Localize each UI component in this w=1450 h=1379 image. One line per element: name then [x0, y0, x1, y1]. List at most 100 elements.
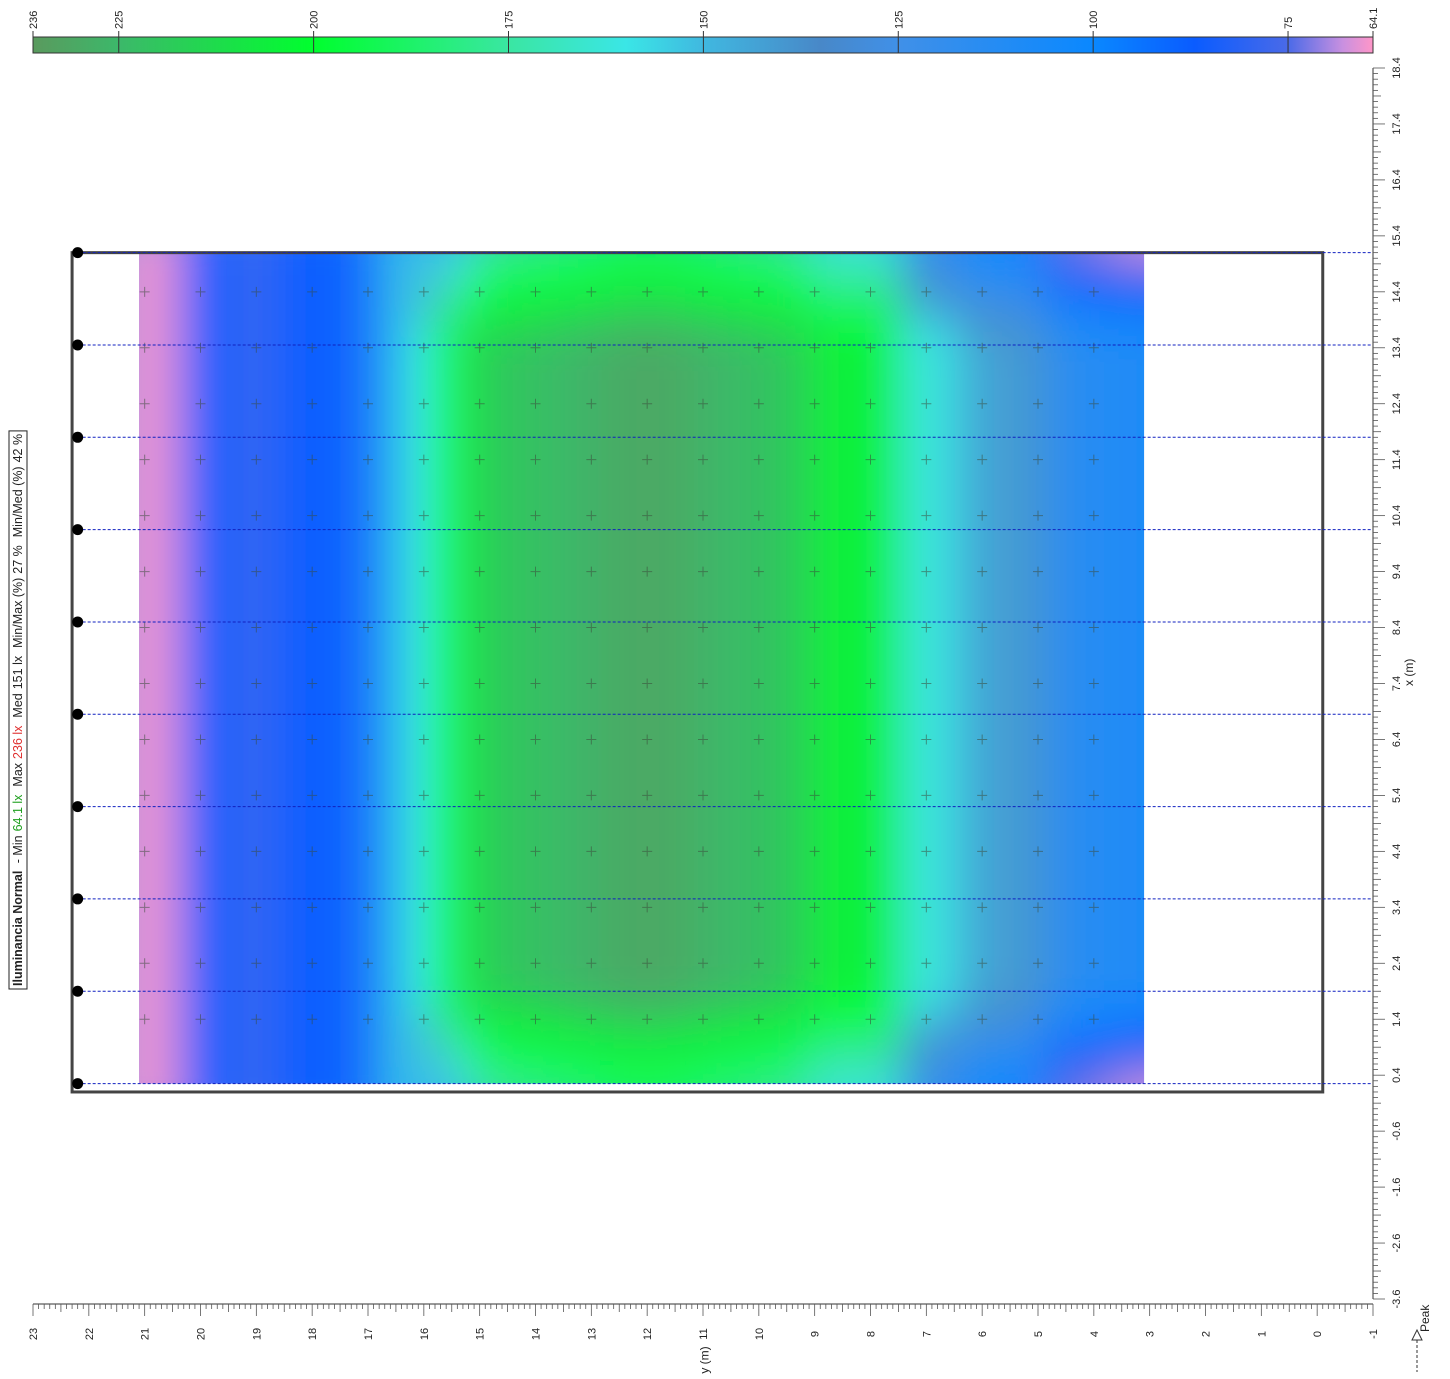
heatmap-cell	[721, 456, 741, 476]
heatmap-cell	[1171, 853, 1190, 872]
heatmap-cell	[451, 1068, 471, 1084]
heatmap-cell	[1009, 1050, 1029, 1070]
heatmap-cell	[955, 438, 975, 458]
heatmap-cell	[1135, 366, 1145, 386]
heatmap-cell	[181, 978, 201, 998]
calculation-point	[977, 1014, 988, 1025]
heatmap-cell	[487, 690, 507, 710]
heatmap-cell	[487, 312, 507, 332]
calculation-point	[418, 958, 429, 969]
heatmap-cell	[1135, 384, 1145, 404]
heatmap-cell	[1027, 1032, 1047, 1052]
calculation-point	[865, 734, 876, 745]
heatmap-cell	[451, 906, 471, 926]
heatmap-cell	[883, 420, 903, 440]
heatmap-cell	[1135, 708, 1145, 728]
heatmap-cell	[721, 510, 741, 530]
heatmap-cell	[1081, 510, 1101, 530]
heatmap-cell	[631, 618, 651, 638]
heatmap-cell	[145, 510, 165, 530]
heatmap-cell	[937, 708, 957, 728]
heatmap-cell	[1063, 528, 1083, 548]
heatmap-cell	[937, 366, 957, 386]
heatmap-cell	[775, 456, 795, 476]
calculation-point	[809, 286, 820, 297]
heatmap-cell	[1099, 402, 1119, 422]
heatmap-cell	[1171, 745, 1190, 764]
heatmap-cell	[271, 492, 291, 512]
heatmap-cell	[865, 1050, 885, 1070]
heatmap-cell	[415, 456, 435, 476]
heatmap-cell	[271, 636, 291, 656]
heatmap-cell	[685, 510, 705, 530]
heatmap-cell	[1081, 618, 1101, 638]
heatmap-cell	[1027, 330, 1047, 350]
heatmap-cell	[865, 654, 885, 674]
heatmap-cell	[703, 636, 723, 656]
heatmap-cell	[1099, 978, 1119, 998]
heatmap-cell	[973, 474, 993, 494]
heatmap-cell	[181, 942, 201, 962]
heatmap-cell	[1135, 402, 1145, 422]
heatmap-cell	[883, 384, 903, 404]
heatmap-cell	[757, 402, 777, 422]
calculation-point	[698, 678, 708, 689]
heatmap-cell	[883, 906, 903, 926]
heatmap-cell	[1009, 582, 1029, 602]
heatmap-cell	[811, 492, 831, 512]
heatmap-cell	[109, 799, 128, 818]
heatmap-cell	[901, 366, 921, 386]
heatmap-cell	[325, 888, 345, 908]
heatmap-cell	[757, 420, 777, 440]
heatmap-cell	[109, 709, 128, 728]
heatmap-cell	[865, 420, 885, 440]
heatmap-cell	[739, 780, 759, 800]
heatmap-cell	[325, 1032, 345, 1052]
heatmap-cell	[991, 528, 1011, 548]
heatmap-cell	[703, 780, 723, 800]
heatmap-cell	[703, 348, 723, 368]
heatmap-cell	[937, 672, 957, 692]
heatmap-cell	[217, 366, 237, 386]
calculation-point	[1033, 286, 1043, 297]
heatmap-cell	[109, 943, 128, 962]
heatmap-cell	[739, 510, 759, 530]
heatmap-cell	[343, 276, 363, 296]
heatmap-cell	[397, 816, 417, 836]
heatmap-cell	[271, 726, 291, 746]
heatmap-cell	[487, 546, 507, 566]
heatmap-cell	[1081, 1032, 1101, 1052]
heatmap-cell	[559, 852, 579, 872]
calculation-point	[1033, 622, 1043, 633]
heatmap-cell	[307, 906, 327, 926]
heatmap-cell	[847, 672, 867, 692]
heatmap-cell	[667, 438, 687, 458]
heatmap-cell	[379, 888, 399, 908]
calculation-point	[586, 286, 597, 297]
heatmap-cell	[325, 654, 345, 674]
heatmap-cell	[181, 744, 201, 764]
heatmap-cell	[685, 366, 705, 386]
heatmap-cell	[415, 978, 435, 998]
calculation-point	[809, 342, 820, 353]
heatmap-cell	[1099, 564, 1119, 584]
heatmap-cell	[1171, 583, 1190, 602]
heatmap-cell	[451, 834, 471, 854]
heatmap-cell	[1099, 546, 1119, 566]
heatmap-cell	[289, 618, 309, 638]
heatmap-cell	[937, 726, 957, 746]
heatmap-cell	[937, 1087, 956, 1106]
heatmap-cell	[865, 402, 885, 422]
heatmap-cell	[289, 474, 309, 494]
heatmap-cell	[361, 924, 381, 944]
heatmap-cell	[883, 456, 903, 476]
heatmap-cell	[433, 582, 453, 602]
heatmap-cell	[181, 1032, 201, 1052]
min-max-value: 27 %	[11, 545, 25, 574]
heatmap-cell	[1009, 690, 1029, 710]
heatmap-cell	[541, 510, 561, 530]
heatmap-cell	[865, 312, 885, 332]
heatmap-cell	[433, 402, 453, 422]
heatmap-cell	[415, 708, 435, 728]
heatmap-cell	[253, 1050, 273, 1070]
